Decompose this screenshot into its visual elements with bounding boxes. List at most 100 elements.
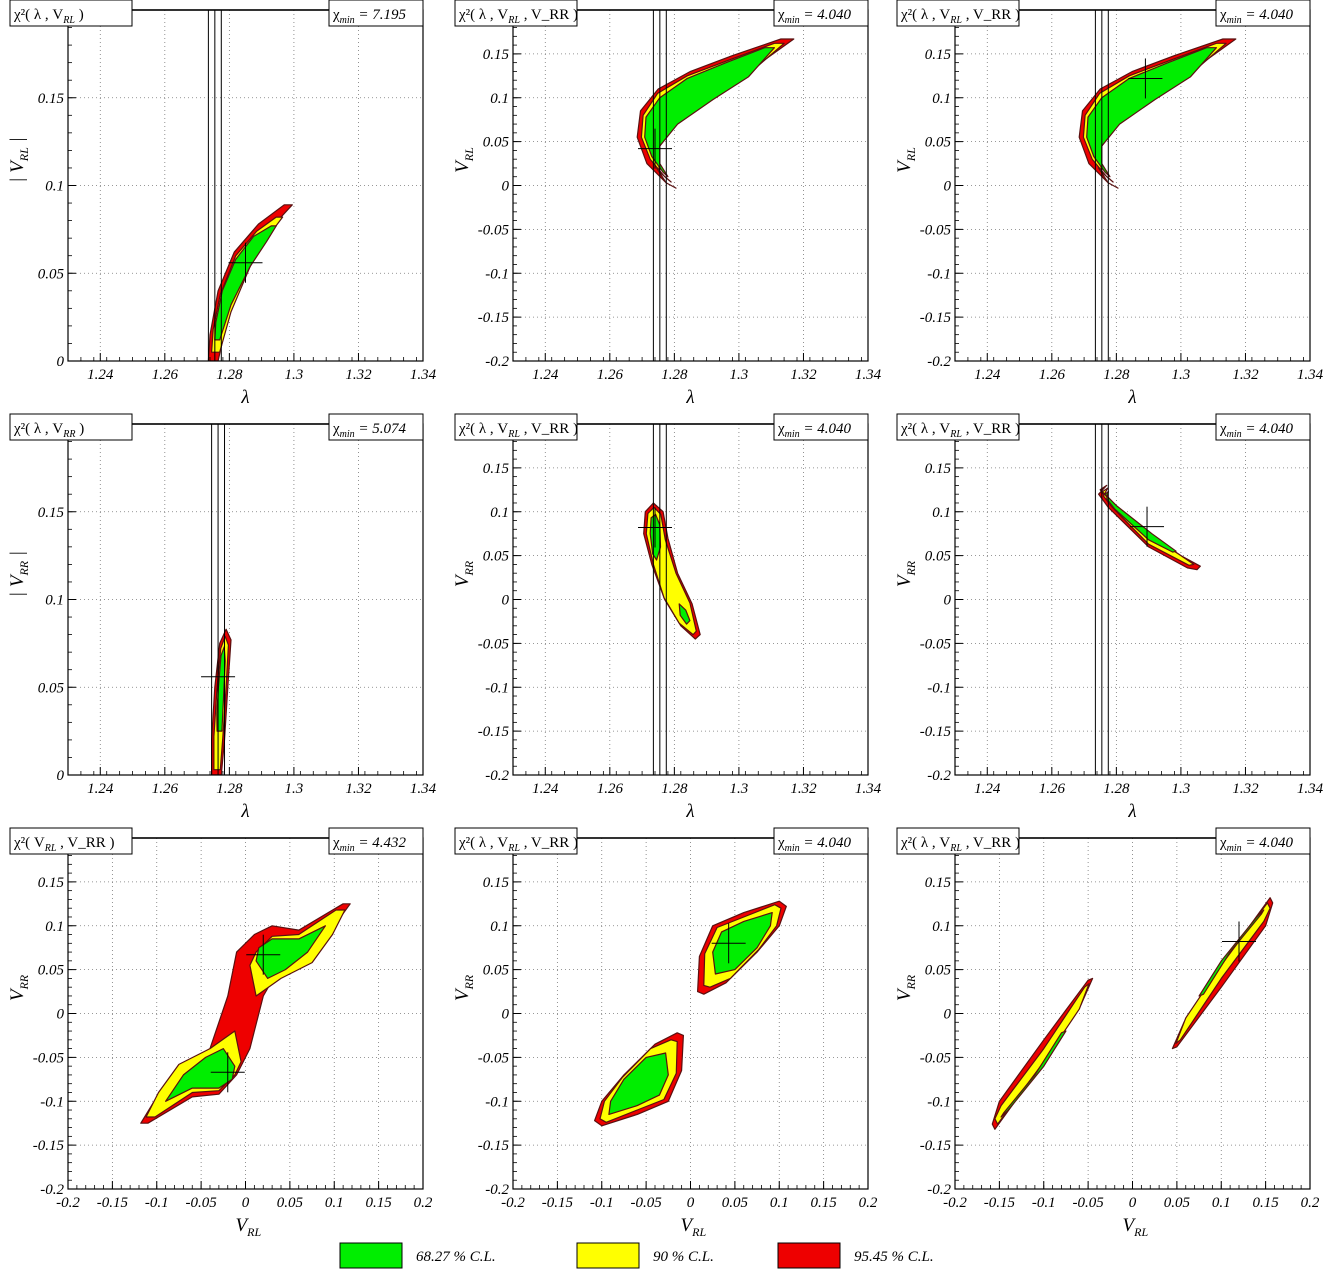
title-part: , V_RR ) [962, 7, 1020, 23]
y-axis-label-part: RL [462, 147, 476, 162]
y-axis-label-part: RR [17, 560, 31, 576]
chi2-min-part: min [1227, 429, 1242, 440]
chi2-min-part: min [340, 429, 355, 440]
plot-frame [954, 423, 1311, 776]
plot-frame [954, 9, 1311, 362]
chi2-min-text: χmin = 4.040 [1219, 421, 1294, 440]
y-tick-label: 0.15 [483, 461, 510, 477]
x-tick-label: 1.3 [730, 781, 749, 797]
chi2-min-part: = 4.432 [355, 835, 407, 851]
chi2-min-frame [1215, 413, 1311, 441]
y-axis-label-part: | V [7, 573, 28, 597]
title-box-frame [896, 827, 1020, 855]
chi2-min-text: χmin = 7.195 [332, 7, 407, 26]
title-text: χ²( λ , VRL , V_RR ) [900, 7, 1020, 26]
y-tick-label: 0.05 [925, 135, 952, 151]
x-tick-label: 1.28 [1103, 367, 1130, 383]
y-tick-label: 0.05 [483, 135, 510, 151]
y-tick-label: 0 [502, 593, 510, 609]
y-axis-label-group: VRL [452, 147, 476, 173]
title-box: χ²( λ , VRL , V_RR ) [896, 827, 1020, 855]
x-tick-label: 1.3 [1172, 781, 1191, 797]
chi2-min-part: min [340, 843, 355, 854]
x-axis-label: λ [1127, 801, 1136, 822]
y-tick-label: -0.15 [920, 310, 952, 326]
chi2-min-box: χmin = 4.040 [1215, 413, 1311, 441]
y-axis-label-part: RR [462, 560, 476, 576]
y-tick-label: 0.15 [38, 505, 65, 521]
contour-regions [201, 424, 236, 775]
chi2-min-part: χ [332, 7, 340, 23]
chi2-min-text: χmin = 4.432 [332, 835, 407, 854]
x-tick-label: 0.1 [770, 1195, 789, 1211]
y-tick-label: 0 [944, 179, 952, 195]
chi2-min-frame [1215, 827, 1311, 855]
chi2-min-frame [328, 413, 424, 441]
region-cl90 [994, 983, 1090, 1125]
title-box: χ²( λ , VRL ) [9, 0, 133, 27]
x-axis-label-part: RL [1133, 1225, 1148, 1239]
x-tick-label: 1.28 [216, 367, 243, 383]
legend-swatch [777, 1242, 841, 1269]
y-axis-label-part: V [452, 987, 473, 1001]
y-tick-label: -0.05 [920, 1050, 952, 1066]
y-tick-label: -0.2 [40, 1182, 64, 1198]
title-part: , V_RR ) [962, 421, 1020, 437]
chi2-min-part: χ [332, 835, 340, 851]
y-axis-label: VRL [894, 147, 918, 173]
y-tick-label: 0.15 [925, 47, 952, 63]
title-text: χ²( λ , VRL , V_RR ) [458, 7, 578, 26]
chi2-min-part: = 4.040 [1242, 421, 1294, 437]
x-tick-label: 1.24 [87, 367, 114, 383]
y-axis-label-part: V [894, 159, 915, 173]
y-axis-label-group: VRR [452, 974, 476, 1001]
x-tick-label: -0.2 [501, 1195, 525, 1211]
x-tick-label: 1.34 [410, 367, 437, 383]
y-tick-label: 0.05 [483, 549, 510, 565]
x-tick-label: 1.3 [730, 367, 749, 383]
x-axis-label-part: V [236, 1215, 250, 1236]
chi2-min-text: χmin = 4.040 [1219, 7, 1294, 26]
y-tick-label: -0.15 [478, 1138, 510, 1154]
contour-regions [991, 897, 1274, 1130]
y-axis-label: VRR [7, 974, 31, 1001]
region-cl9545 [1097, 484, 1201, 571]
y-axis-label-part: | [7, 137, 28, 147]
panel-6: 1.24 1.26 1.28 1.3 1.32 1.34 -0.2 -0.15 -0.1 -0.0… [894, 413, 1324, 822]
x-tick-label: 1.3 [285, 781, 304, 797]
y-tick-label: -0.15 [33, 1138, 65, 1154]
x-axis-label-part: RL [246, 1225, 261, 1239]
title-text: χ²( VRL , V_RR ) [13, 835, 114, 854]
x-tick-label: 1.32 [790, 781, 817, 797]
title-part: RL [949, 429, 962, 440]
y-tick-label: -0.2 [927, 1182, 951, 1198]
y-tick-label: -0.15 [920, 1138, 952, 1154]
legend-label: 95.45 % C.L. [854, 1249, 934, 1265]
x-tick-label: 0.1 [1212, 1195, 1231, 1211]
x-tick-label: 1.26 [597, 781, 624, 797]
x-tick-label: 1.24 [532, 781, 559, 797]
title-part: χ²( λ , V [458, 421, 508, 437]
chi2-min-part: χ [1219, 421, 1227, 437]
chi2-min-frame [328, 827, 424, 855]
x-tick-label: 1.26 [1039, 367, 1066, 383]
legend: 68.27 % C.L. 90 % C.L. 95.45 % C.L. [339, 1242, 934, 1269]
title-box: χ²( λ , VRL , V_RR ) [454, 827, 578, 855]
title-part: RL [507, 843, 520, 854]
x-tick-label: 1.28 [1103, 781, 1130, 797]
title-part: χ²( λ , V [13, 421, 63, 437]
x-tick-label: 1.32 [345, 781, 372, 797]
x-tick-label: 1.24 [87, 781, 114, 797]
chi2-min-frame [328, 0, 424, 27]
y-tick-label: 0.1 [932, 919, 951, 935]
title-part: , V_RR ) [520, 7, 578, 23]
panel-2: 1.24 1.26 1.28 1.3 1.32 1.34 -0.2 -0.15 -0.1 -0.0… [452, 0, 882, 408]
x-tick-label: 0.15 [1253, 1195, 1280, 1211]
title-part: ) [75, 421, 84, 437]
y-tick-label: 0.1 [45, 919, 64, 935]
title-part: ) [75, 7, 84, 23]
title-part: χ²( λ , V [458, 7, 508, 23]
title-box-frame [454, 0, 578, 27]
y-axis-label-part: V [894, 987, 915, 1001]
